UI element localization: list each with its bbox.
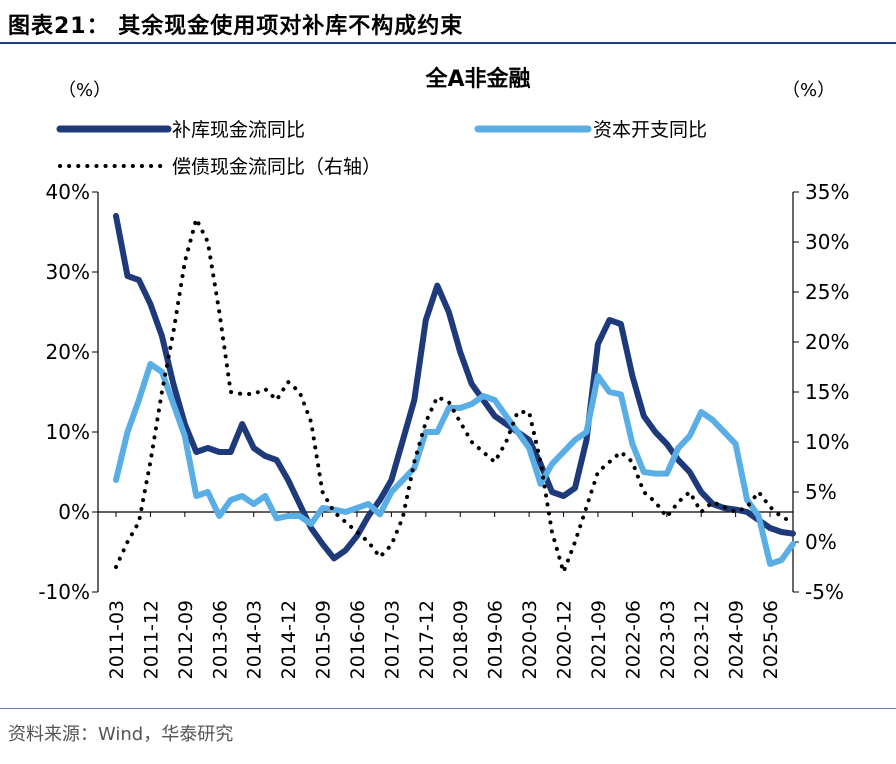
- capex-line: [113, 361, 796, 567]
- y-left-tick-label: 40%: [46, 180, 90, 204]
- legend-label-inventory: 补库现金流同比: [172, 119, 305, 141]
- x-tick-label: 2022-06: [622, 600, 644, 679]
- x-tick-label: 2018-09: [450, 600, 472, 679]
- x-tick-label: 2023-12: [691, 600, 713, 679]
- y-right-tick-label: 25%: [805, 280, 849, 304]
- y-right-tick-label: 35%: [805, 180, 849, 204]
- x-tick-label: 2021-09: [588, 600, 610, 679]
- x-tick-label: 2024-09: [726, 600, 748, 679]
- title-rule: [0, 42, 896, 44]
- x-tick-label: 2016-06: [347, 600, 369, 679]
- figure-title: 图表21： 其余现金使用项对补库不构成约束: [8, 14, 464, 39]
- legend-label-debt: 偿债现金流同比（右轴）: [172, 156, 381, 178]
- x-tick-label: 2020-03: [519, 600, 541, 679]
- debt-cashflow-line: [114, 217, 795, 574]
- legend: 补库现金流同比 资本开支同比 偿债现金流同比（右轴）: [56, 119, 707, 178]
- y-right-unit: （%）: [782, 80, 835, 101]
- source-note: 资料来源：Wind，华泰研究: [8, 724, 234, 745]
- x-tick-label: 2020-12: [554, 600, 576, 679]
- y-right-tick-label: 5%: [805, 480, 837, 504]
- chart-title: 全A非金融: [424, 66, 530, 92]
- x-tick-label: 2011-12: [140, 600, 162, 679]
- inventory-cashflow-line: [113, 213, 796, 562]
- x-tick-label: 2014-12: [278, 600, 300, 679]
- y-left-tick-label: 20%: [46, 340, 90, 364]
- y-right-tick-label: 0%: [805, 530, 837, 554]
- y-left-tick-label: -10%: [38, 580, 90, 604]
- x-tick-label: 2013-06: [209, 600, 231, 679]
- x-tick-label: 2023-03: [657, 600, 679, 679]
- x-tick-label: 2015-09: [313, 600, 335, 679]
- x-tick-label: 2017-03: [381, 600, 403, 679]
- y-right-tick-label: 10%: [805, 430, 849, 454]
- x-tick-label: 2019-06: [485, 600, 507, 679]
- y-left-tick-label: 10%: [46, 420, 90, 444]
- y-right-tick-label: 15%: [805, 380, 849, 404]
- y-left-unit: （%）: [58, 80, 111, 101]
- legend-label-capex: 资本开支同比: [593, 119, 707, 141]
- footer-rule: [0, 708, 896, 709]
- x-tick-label: 2014-03: [244, 600, 266, 679]
- y-right-tick-label: 20%: [805, 330, 849, 354]
- axes: -10% 0% 10% 20% 30% 40% -5% 0% 5% 10% 15% 20% 25% 30%…: [38, 180, 849, 679]
- x-tick-label: 2017-12: [416, 600, 438, 679]
- y-left-tick-label: 30%: [46, 260, 90, 284]
- y-right-tick-label: -5%: [805, 580, 844, 604]
- y-right-tick-label: 30%: [805, 230, 849, 254]
- series-layer: [113, 213, 796, 574]
- x-tick-label: 2025-06: [760, 600, 782, 679]
- y-left-tick-label: 0%: [58, 500, 90, 524]
- x-tick-label: 2011-03: [106, 600, 128, 679]
- x-tick-label: 2012-09: [175, 600, 197, 679]
